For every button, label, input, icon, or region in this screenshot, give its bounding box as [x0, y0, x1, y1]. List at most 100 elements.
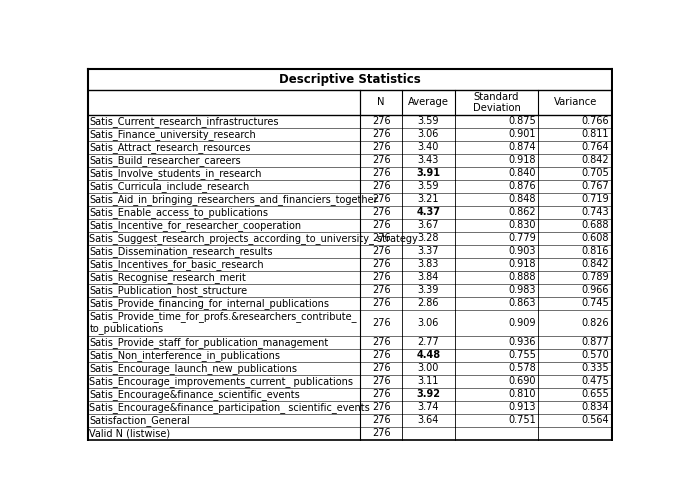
- Text: 3.37: 3.37: [417, 246, 439, 256]
- Text: 0.578: 0.578: [508, 363, 536, 373]
- Text: 276: 276: [372, 246, 391, 256]
- Text: Satis_Non_interference_in_publications: Satis_Non_interference_in_publications: [89, 350, 281, 361]
- Text: 3.39: 3.39: [417, 285, 439, 295]
- Text: 276: 276: [372, 350, 391, 360]
- Text: 276: 276: [372, 117, 391, 126]
- Text: 0.743: 0.743: [582, 207, 609, 217]
- Text: 0.745: 0.745: [582, 298, 609, 308]
- Text: 0.789: 0.789: [582, 272, 609, 282]
- Text: 3.84: 3.84: [417, 272, 439, 282]
- Text: Satisfaction_General: Satisfaction_General: [89, 415, 190, 426]
- Text: 276: 276: [372, 220, 391, 230]
- Text: Satis_Publication_host_structure: Satis_Publication_host_structure: [89, 285, 247, 296]
- Text: 3.06: 3.06: [417, 129, 439, 139]
- Text: 0.862: 0.862: [508, 207, 536, 217]
- Text: 0.475: 0.475: [582, 376, 609, 386]
- Text: Satis_Encourage_improvements_current_ publications: Satis_Encourage_improvements_current_ pu…: [89, 375, 353, 386]
- Text: 0.840: 0.840: [508, 168, 536, 179]
- Text: Standard
Deviation: Standard Deviation: [473, 92, 520, 113]
- Text: 0.876: 0.876: [508, 182, 536, 191]
- Text: Satis_Current_research_infrastructures: Satis_Current_research_infrastructures: [89, 116, 279, 127]
- Text: Variance: Variance: [554, 98, 597, 108]
- Text: Satis_Attract_research_resources: Satis_Attract_research_resources: [89, 142, 251, 153]
- Text: Valid N (listwise): Valid N (listwise): [89, 428, 170, 438]
- Text: 3.28: 3.28: [417, 233, 439, 243]
- Text: 276: 276: [372, 155, 391, 165]
- Text: 0.877: 0.877: [582, 337, 609, 347]
- Text: 0.719: 0.719: [582, 194, 609, 204]
- Text: 4.48: 4.48: [416, 350, 441, 360]
- Text: Satis_Curricula_include_research: Satis_Curricula_include_research: [89, 181, 250, 192]
- Text: 0.918: 0.918: [508, 259, 536, 269]
- Text: Satis_Involve_students_in_research: Satis_Involve_students_in_research: [89, 168, 262, 179]
- Text: 0.909: 0.909: [508, 317, 536, 328]
- Text: 0.570: 0.570: [582, 350, 609, 360]
- Text: 276: 276: [372, 363, 391, 373]
- Text: 276: 276: [372, 285, 391, 295]
- Text: 3.40: 3.40: [417, 142, 439, 152]
- Text: 0.564: 0.564: [582, 415, 609, 425]
- Text: 3.64: 3.64: [417, 415, 439, 425]
- Text: 0.966: 0.966: [582, 285, 609, 295]
- Text: 3.59: 3.59: [417, 117, 439, 126]
- Text: 3.43: 3.43: [417, 155, 439, 165]
- Text: 276: 276: [372, 194, 391, 204]
- Text: 276: 276: [372, 415, 391, 425]
- Text: Satis_Provide_financing_for_internal_publications: Satis_Provide_financing_for_internal_pub…: [89, 298, 330, 309]
- Text: 276: 276: [372, 402, 391, 412]
- Text: 3.67: 3.67: [417, 220, 439, 230]
- Text: 276: 276: [372, 233, 391, 243]
- Text: 0.766: 0.766: [582, 117, 609, 126]
- Text: 276: 276: [372, 207, 391, 217]
- Text: 0.875: 0.875: [508, 117, 536, 126]
- Text: 276: 276: [372, 428, 391, 438]
- Text: Satis_Incentives_for_basic_research: Satis_Incentives_for_basic_research: [89, 259, 264, 270]
- Text: 3.92: 3.92: [416, 389, 441, 399]
- Text: 0.983: 0.983: [508, 285, 536, 295]
- Text: Satis_Suggest_research_projects_according_to_university_ strategy: Satis_Suggest_research_projects_accordin…: [89, 233, 418, 244]
- Text: 3.00: 3.00: [417, 363, 439, 373]
- Text: 0.767: 0.767: [582, 182, 609, 191]
- Text: N: N: [377, 98, 385, 108]
- Text: 0.335: 0.335: [582, 363, 609, 373]
- Text: 0.888: 0.888: [508, 272, 536, 282]
- Text: Satis_Recognise_research_merit: Satis_Recognise_research_merit: [89, 272, 247, 283]
- Text: 276: 276: [372, 168, 391, 179]
- Text: 3.91: 3.91: [416, 168, 441, 179]
- Text: 0.874: 0.874: [508, 142, 536, 152]
- Text: Satis_Aid_in_bringing_researchers_and_financiers_together: Satis_Aid_in_bringing_researchers_and_fi…: [89, 194, 378, 205]
- Text: 0.816: 0.816: [582, 246, 609, 256]
- Text: 0.810: 0.810: [508, 389, 536, 399]
- Text: 0.863: 0.863: [508, 298, 536, 308]
- Text: Satis_Dissemination_research_results: Satis_Dissemination_research_results: [89, 246, 273, 257]
- Text: Satis_Build_researcher_careers: Satis_Build_researcher_careers: [89, 155, 241, 166]
- Text: 0.918: 0.918: [508, 155, 536, 165]
- Text: Satis_Encourage&finance_participation_ scientific_events: Satis_Encourage&finance_participation_ s…: [89, 402, 370, 413]
- Text: 276: 276: [372, 376, 391, 386]
- Text: 0.751: 0.751: [508, 415, 536, 425]
- Text: 2.77: 2.77: [417, 337, 439, 347]
- Text: 276: 276: [372, 129, 391, 139]
- Text: 0.826: 0.826: [582, 317, 609, 328]
- Text: 276: 276: [372, 272, 391, 282]
- Text: 0.764: 0.764: [582, 142, 609, 152]
- Text: 276: 276: [372, 259, 391, 269]
- Text: 276: 276: [372, 298, 391, 308]
- Text: 0.913: 0.913: [508, 402, 536, 412]
- Text: 0.690: 0.690: [508, 376, 536, 386]
- Text: 276: 276: [372, 389, 391, 399]
- Text: 0.688: 0.688: [582, 220, 609, 230]
- Text: Satis_Finance_university_research: Satis_Finance_university_research: [89, 129, 256, 140]
- Text: 0.608: 0.608: [582, 233, 609, 243]
- Text: Satis_Provide_staff_for_publication_management: Satis_Provide_staff_for_publication_mana…: [89, 337, 329, 348]
- Text: Satis_Provide_time_for_profs.&researchers_contribute_
to_publications: Satis_Provide_time_for_profs.&researcher…: [89, 311, 357, 334]
- Text: Satis_Incentive_for_researcher_cooperation: Satis_Incentive_for_researcher_cooperati…: [89, 220, 302, 231]
- Text: 0.848: 0.848: [508, 194, 536, 204]
- Text: 3.74: 3.74: [417, 402, 439, 412]
- Text: 2.86: 2.86: [417, 298, 439, 308]
- Text: 0.842: 0.842: [582, 155, 609, 165]
- Text: 276: 276: [372, 317, 391, 328]
- Text: 3.59: 3.59: [417, 182, 439, 191]
- Text: 0.755: 0.755: [508, 350, 536, 360]
- Text: 0.779: 0.779: [508, 233, 536, 243]
